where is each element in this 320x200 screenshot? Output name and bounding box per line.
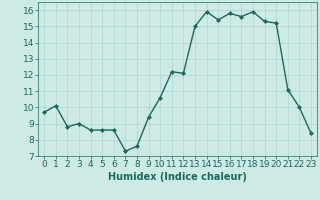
X-axis label: Humidex (Indice chaleur): Humidex (Indice chaleur) [108,172,247,182]
